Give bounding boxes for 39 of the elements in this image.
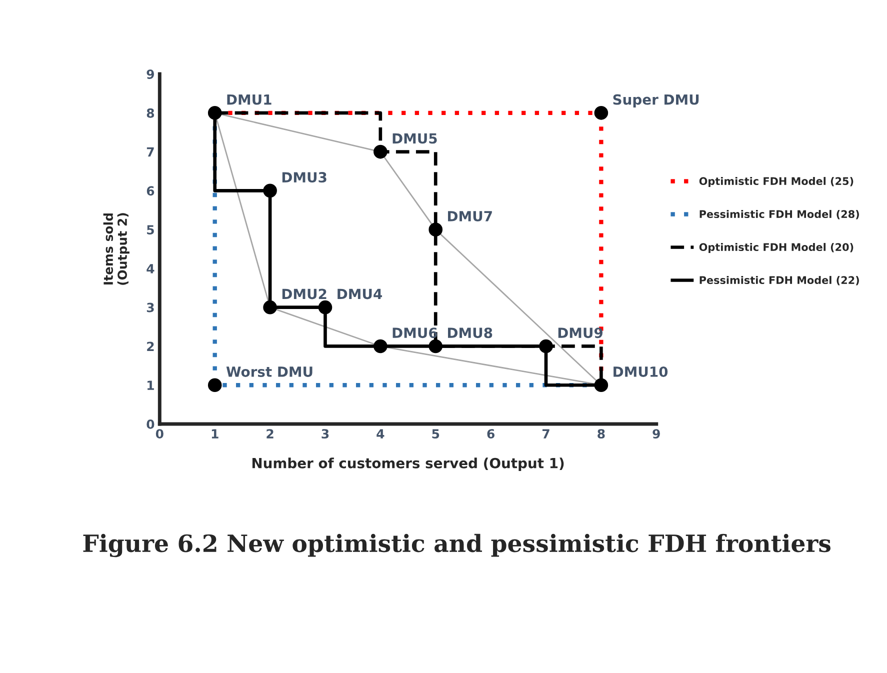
x-tick-label: 8: [598, 429, 605, 439]
legend-label: Optimistic FDH Model (20): [699, 242, 854, 254]
y-axis-title: Items sold (Output 2): [103, 213, 130, 285]
y-tick-label: 7: [146, 147, 154, 157]
y-tick-label: 4: [146, 264, 154, 274]
annotation: Super DMU: [613, 94, 699, 108]
annotation: DMU1: [227, 94, 272, 105]
text: Figure 6.2 New optimistic and pessimistic FDH frontiers: [83, 534, 830, 558]
x-tick-label: 1: [212, 429, 218, 438]
annotation: DMU5: [392, 133, 437, 144]
y-tick-label: 1: [148, 380, 154, 390]
legend-label: Optimistic FDH Model (25): [699, 176, 854, 188]
annotation: DMU4: [338, 288, 382, 300]
legend-label: Pessimistic FDH Model (28): [700, 210, 859, 220]
annotation: DMU6: [392, 328, 438, 338]
annotation: DMU9: [558, 328, 603, 338]
x-tick-label: 4: [376, 429, 384, 438]
x-tick-label: 6: [487, 429, 494, 439]
x-tick-label: 0: [156, 429, 164, 439]
annotation: Worst DMU: [226, 366, 312, 377]
annotation: DMU2: [282, 288, 326, 300]
y-tick-label: 0: [146, 419, 154, 429]
y-tick-label: 5: [147, 225, 154, 234]
legend-label: Pessimistic FDH Model (22): [700, 276, 859, 286]
x-tick-label: 9: [652, 429, 660, 439]
y-tick-label: 8: [146, 108, 154, 118]
y-tick-label: 9: [146, 70, 154, 79]
annotation: DMU10: [614, 366, 668, 377]
x-tick-label: 7: [542, 429, 550, 438]
annotation: DMU3: [282, 172, 326, 183]
y-tick-label: 6: [146, 186, 154, 196]
y-tick-label: 3: [146, 302, 154, 312]
y-tick-label: 2: [147, 342, 154, 351]
x-axis-title: Number of customers served (Output 1): [252, 458, 564, 472]
x-tick-label: 2: [266, 429, 274, 438]
annotation: DMU7: [448, 211, 492, 222]
x-tick-label: 3: [322, 429, 329, 439]
annotation: DMU8: [448, 328, 492, 338]
x-tick-label: 5: [432, 429, 440, 439]
